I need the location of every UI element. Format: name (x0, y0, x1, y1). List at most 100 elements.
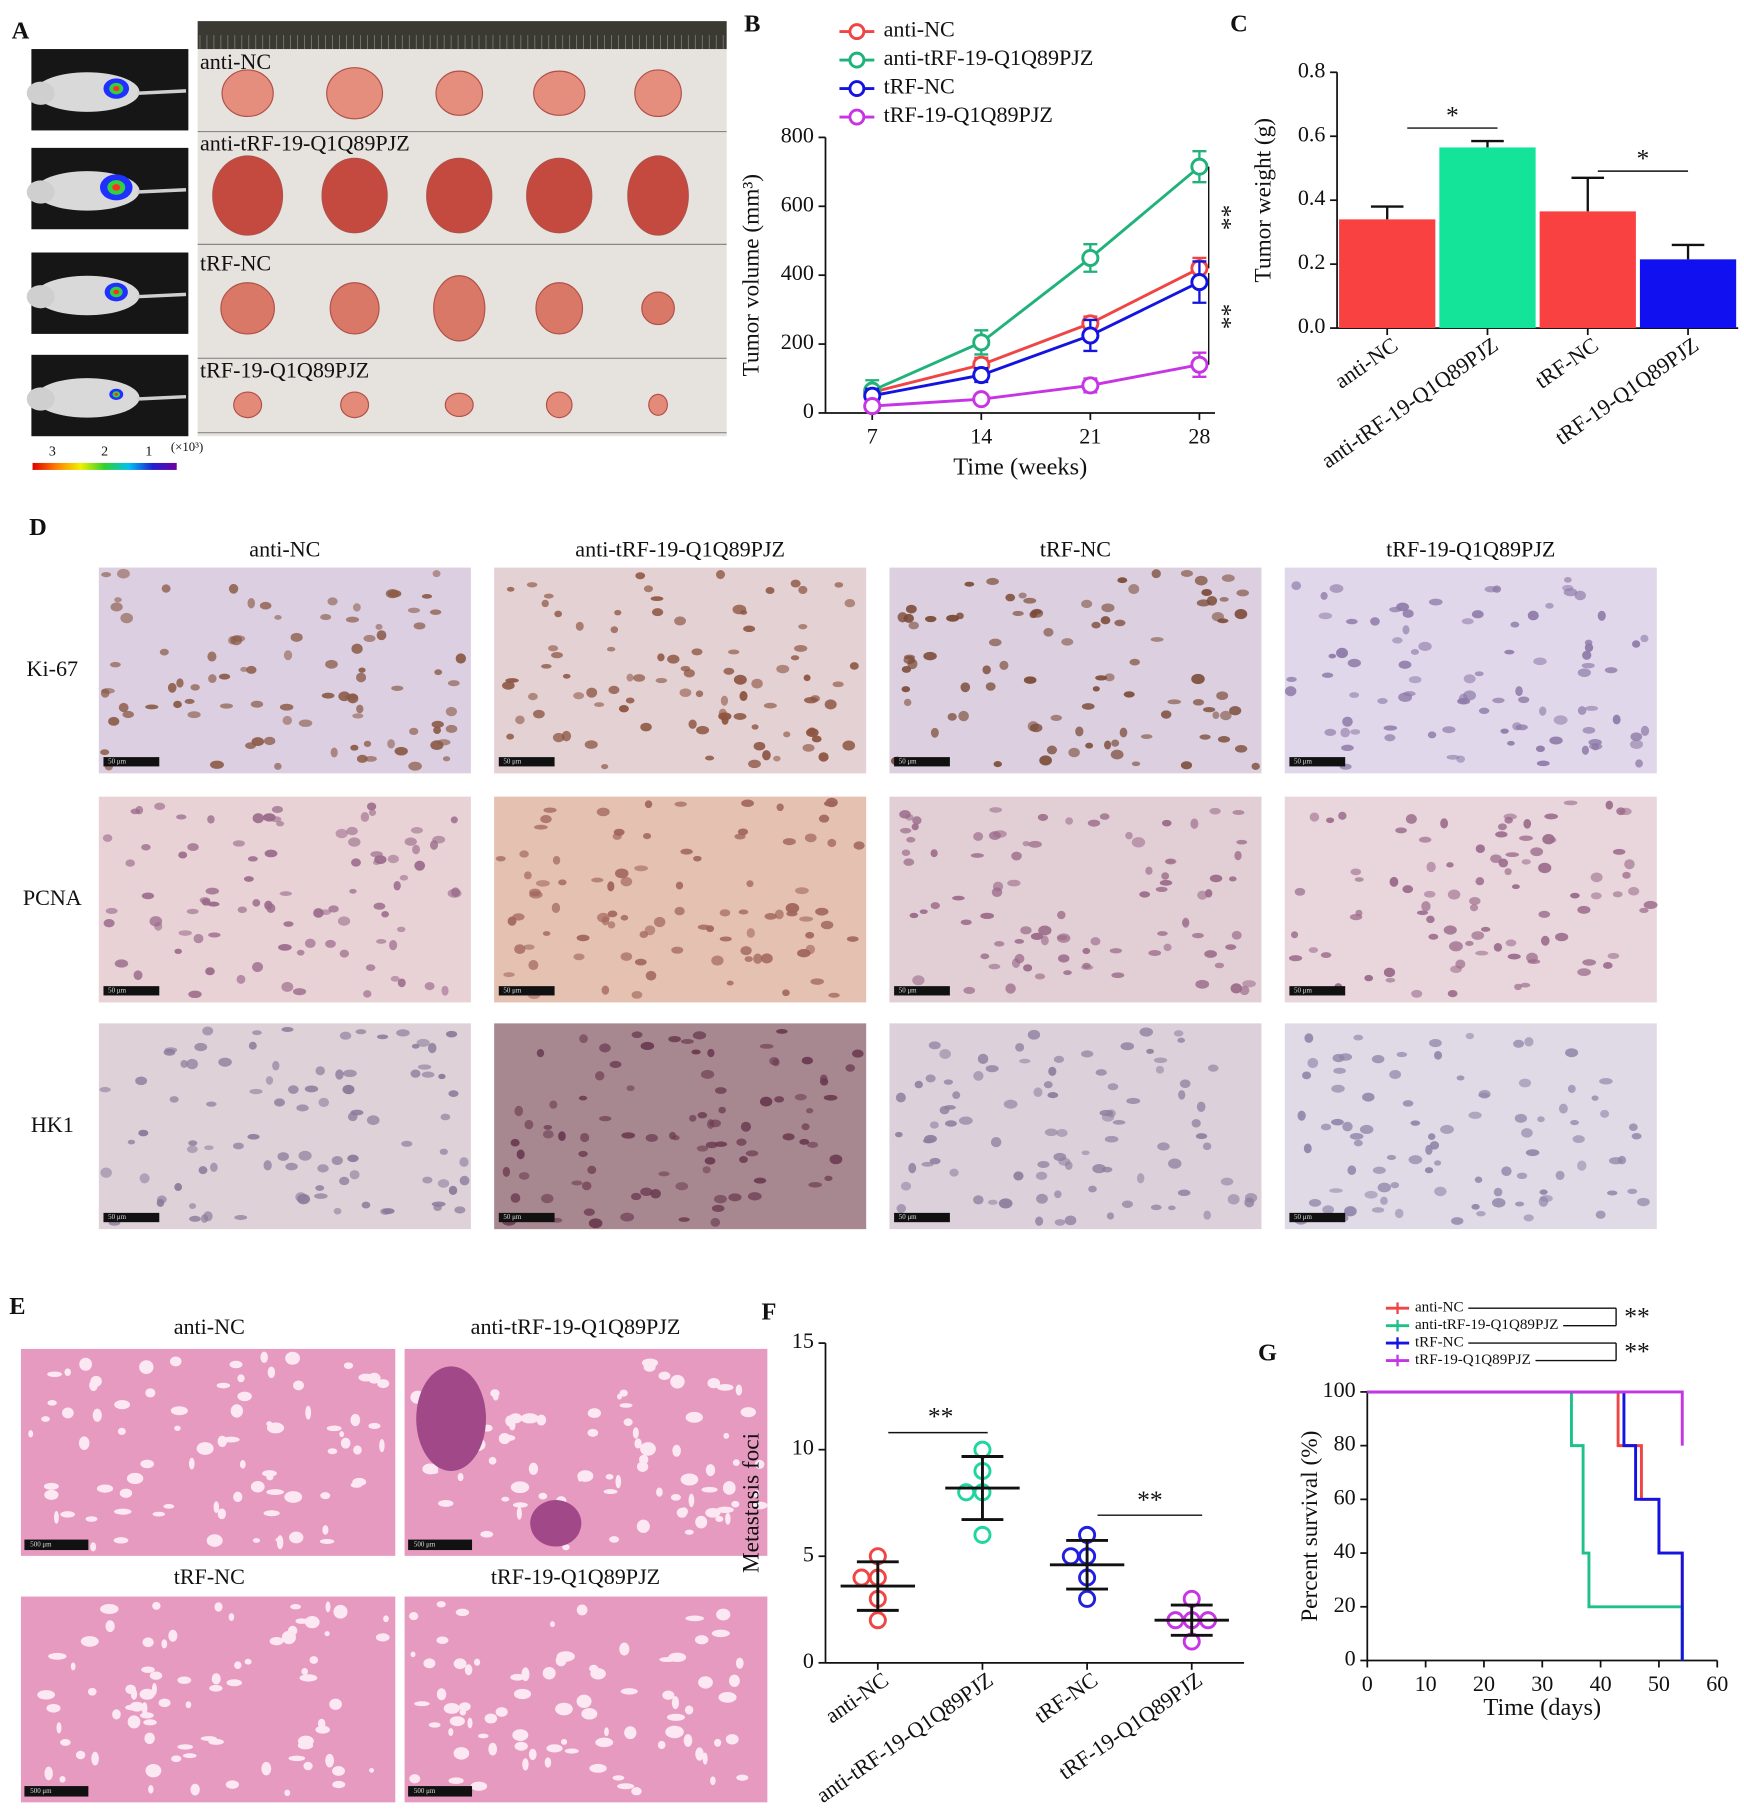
nucleus (100, 1167, 112, 1178)
alveolus (152, 1601, 161, 1610)
nucleus (243, 876, 254, 882)
nucleus (210, 760, 224, 769)
alveolus (488, 1456, 497, 1465)
nucleus (925, 1074, 936, 1083)
alveolus (624, 1726, 637, 1740)
tumor (435, 70, 484, 116)
nucleus (542, 931, 551, 936)
alveolus (383, 1615, 389, 1623)
alveolus (544, 1757, 552, 1768)
nucleus (1567, 1084, 1576, 1093)
nucleus (1056, 1129, 1068, 1137)
nucleus (1286, 676, 1297, 683)
nucleus (923, 651, 937, 661)
nucleus (1637, 1197, 1650, 1207)
alveolus (436, 1636, 449, 1644)
nucleus (1232, 809, 1245, 815)
nucleus (1109, 948, 1123, 954)
alveolus (705, 1464, 716, 1477)
nucleus (1057, 910, 1066, 920)
nucleus (1402, 885, 1414, 894)
nucleus (1639, 907, 1649, 913)
tumor (533, 70, 586, 116)
nucleus (327, 597, 338, 606)
nucleus (704, 1157, 716, 1165)
nucleus (1539, 706, 1547, 716)
alveolus (683, 1734, 693, 1747)
alveolus (522, 1758, 529, 1771)
nucleus (1350, 868, 1362, 876)
nucleus (620, 952, 633, 961)
nucleus (748, 759, 761, 769)
nucleus (1044, 1128, 1058, 1137)
nucleus (782, 838, 796, 846)
nucleus (247, 1133, 260, 1140)
nucleus (998, 1198, 1013, 1209)
nucleus (304, 938, 316, 949)
nucleus (846, 936, 859, 942)
nucleus (1440, 818, 1449, 829)
sd-bar (1170, 1603, 1213, 1637)
nucleus (939, 1048, 951, 1059)
nucleus (1164, 858, 1177, 865)
nucleus (437, 1179, 450, 1188)
alveolus (44, 1489, 59, 1500)
nucleus (118, 702, 129, 713)
nucleus (630, 1192, 642, 1201)
alveolus (127, 1715, 141, 1729)
column-title: tRF-NC (1040, 536, 1111, 561)
nucleus (451, 887, 460, 898)
nucleus (523, 871, 532, 880)
nucleus (281, 1027, 294, 1032)
nucleus (667, 654, 680, 664)
nucleus (387, 854, 399, 864)
nucleus (549, 1100, 558, 1109)
nucleus (960, 919, 972, 926)
nucleus (906, 836, 916, 843)
tumor (535, 282, 584, 335)
nucleus (1229, 705, 1242, 716)
nucleus (634, 958, 647, 966)
nucleus (805, 931, 815, 939)
nucleus (376, 1034, 389, 1040)
nucleus (1068, 747, 1080, 758)
nucleus (672, 1135, 680, 1141)
nucleus (1383, 725, 1398, 731)
scale-bar (1289, 986, 1346, 996)
nucleus (210, 1162, 218, 1172)
nucleus (911, 823, 919, 831)
nucleus (117, 568, 130, 579)
alveolus (325, 1601, 331, 1613)
nucleus (1111, 972, 1125, 979)
nucleus (342, 1069, 357, 1078)
nucleus (448, 1185, 458, 1196)
nucleus (296, 1104, 309, 1112)
nucleus (1145, 866, 1153, 875)
scale-bar (894, 986, 950, 996)
nucleus (691, 648, 703, 656)
alveolus (140, 1712, 154, 1719)
alveolus (358, 1373, 374, 1382)
nucleus (903, 698, 912, 707)
y-tick-label: 400 (781, 260, 814, 285)
nucleus (1396, 602, 1410, 612)
nucleus (1162, 819, 1172, 827)
nucleus (361, 1201, 371, 1209)
nucleus (433, 726, 442, 734)
alveolus (47, 1371, 62, 1377)
series-line (871, 266, 1201, 394)
alveolus (735, 1384, 743, 1396)
nucleus (228, 583, 239, 594)
alveolus (379, 1438, 385, 1453)
nucleus (1129, 658, 1140, 666)
nucleus (702, 1166, 711, 1174)
alveolus (555, 1702, 573, 1716)
nucleus (198, 1166, 208, 1175)
nucleus (1338, 1053, 1353, 1061)
nucleus (1033, 1087, 1043, 1097)
nucleus (1318, 612, 1333, 620)
alveolus (96, 1484, 114, 1493)
nucleus (1385, 977, 1396, 983)
nucleus (1342, 716, 1353, 727)
nucleus (1075, 726, 1084, 737)
